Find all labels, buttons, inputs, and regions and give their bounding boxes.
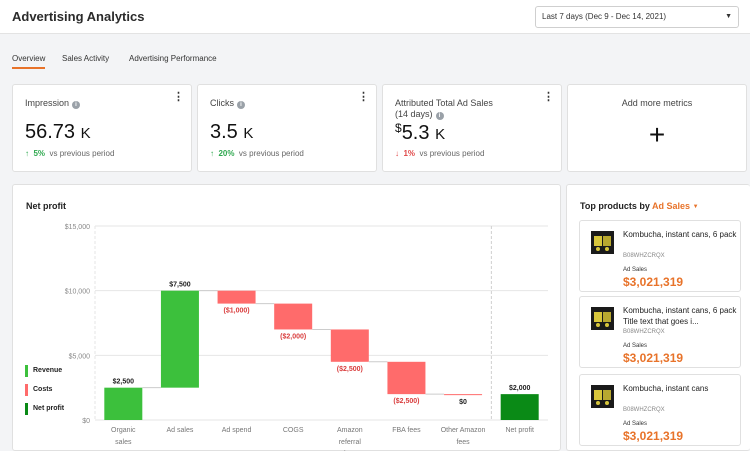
page-title: Advertising Analytics bbox=[12, 9, 145, 24]
metric-label: Impression i bbox=[25, 98, 81, 109]
product-image bbox=[591, 385, 614, 408]
x-tick-label: COGS bbox=[283, 427, 304, 434]
tab-sales-activity[interactable]: Sales Activity bbox=[62, 54, 110, 63]
metric-delta: ↑ 20% vs previous period bbox=[210, 149, 304, 158]
bar-8 bbox=[500, 394, 539, 420]
more-options-icon[interactable]: ⋮ bbox=[358, 91, 369, 103]
metric-delta: ↑ 5% vs previous period bbox=[25, 149, 115, 158]
x-tick-label: Other Amazon bbox=[441, 427, 486, 434]
metric-label: Clicks i bbox=[210, 98, 245, 109]
x-tick-label: fees bbox=[456, 439, 470, 446]
metric-value: 56.73 K bbox=[25, 121, 91, 143]
metric-dropdown[interactable]: Ad Sales ▼ bbox=[652, 201, 699, 211]
top-products-card: Top products by Ad Sales ▼ Kombucha, ins… bbox=[566, 184, 750, 451]
legend-swatch bbox=[25, 365, 28, 377]
bar-7 bbox=[444, 394, 483, 396]
arrow-down-icon: ↓ bbox=[395, 149, 399, 158]
y-tick-label: $5,000 bbox=[69, 353, 91, 360]
legend-item-costs: Costs bbox=[25, 384, 64, 396]
product-name: Kombucha, instant cans, 6 pack bbox=[623, 230, 737, 239]
x-tick-label: FBA fees bbox=[392, 427, 421, 434]
x-tick-label: sales bbox=[115, 439, 132, 446]
y-tick-label: $10,000 bbox=[65, 289, 90, 296]
top-products-title: Top products by Ad Sales ▼ bbox=[580, 201, 699, 211]
chart-legend: Revenue Costs Net profit bbox=[25, 365, 64, 422]
data-label: $2,000 bbox=[509, 385, 531, 392]
date-range-select[interactable]: Last 7 days (Dec 9 - Dec 14, 2021) ▼ bbox=[535, 6, 739, 28]
metric-value: 3.5 K bbox=[210, 121, 254, 143]
tab-advertising-performance[interactable]: Advertising Performance bbox=[129, 54, 217, 63]
data-label: ($2,000) bbox=[280, 333, 306, 340]
data-label: ($2,500) bbox=[337, 366, 363, 373]
product-metric-value: $3,021,319 bbox=[623, 429, 684, 443]
product-image bbox=[591, 307, 614, 330]
x-tick-label: Organic bbox=[111, 427, 136, 434]
tab-overview[interactable]: Overview bbox=[12, 54, 46, 69]
caret-down-icon: ▼ bbox=[692, 204, 699, 210]
legend-swatch bbox=[25, 403, 28, 415]
x-tick-label: Ad spend bbox=[222, 427, 252, 434]
x-tick-label: referral bbox=[339, 439, 362, 446]
x-tick-label: Net profit bbox=[505, 427, 533, 434]
add-metrics-card[interactable]: Add more metrics + bbox=[567, 84, 747, 172]
net-profit-card: Net profit Revenue Costs Net profit $0 $5… bbox=[12, 184, 561, 451]
metric-card-ad-sales: Attributed Total Ad Sales (14 days) i ⋮ $5… bbox=[382, 84, 562, 172]
add-metrics-label: Add more metrics bbox=[621, 98, 693, 108]
app-header: Advertising Analytics Last 7 days (Dec 9… bbox=[0, 0, 750, 34]
y-tick-label: $0 bbox=[82, 418, 90, 425]
arrow-up-icon: ↑ bbox=[210, 149, 214, 158]
x-tick-label: Ad sales bbox=[167, 427, 194, 434]
product-card[interactable]: Kombucha, instant cans, 6 pack Title tex… bbox=[579, 296, 741, 368]
data-label: ($2,500) bbox=[393, 398, 419, 405]
info-icon[interactable]: i bbox=[237, 101, 245, 109]
metric-label: Attributed Total Ad Sales (14 days) i bbox=[395, 98, 493, 120]
product-metric-label: Ad Sales bbox=[623, 421, 648, 427]
product-metric-value: $3,021,319 bbox=[623, 351, 684, 365]
bar-1 bbox=[104, 387, 143, 420]
legend-swatch bbox=[25, 384, 28, 396]
y-tick-label: $15,000 bbox=[65, 224, 90, 231]
data-label: $7,500 bbox=[169, 282, 191, 289]
metric-card-clicks: Clicks i ⋮ 3.5 K ↑ 20% vs previous period bbox=[197, 84, 377, 172]
bar-4 bbox=[274, 303, 313, 330]
metric-card-impression: Impression i ⋮ 56.73 K ↑ 5% vs previous p… bbox=[12, 84, 192, 172]
product-metric-label: Ad Sales bbox=[623, 343, 648, 349]
legend-item-net-profit: Net profit bbox=[25, 403, 64, 415]
product-card[interactable]: Kombucha, instant cans, 6 pack B08WHZCRQ… bbox=[579, 220, 741, 292]
data-label: $2,500 bbox=[113, 379, 135, 386]
product-asin: B08WHZCRQX bbox=[623, 253, 665, 259]
data-label: $0 bbox=[459, 399, 467, 406]
product-name: Kombucha, instant cans bbox=[623, 384, 709, 393]
date-range-value: Last 7 days (Dec 9 - Dec 14, 2021) bbox=[542, 12, 667, 21]
bar-6 bbox=[387, 361, 426, 395]
tab-bar: Overview Sales Activity Advertising Perf… bbox=[0, 34, 750, 70]
arrow-up-icon: ↑ bbox=[25, 149, 29, 158]
product-image bbox=[591, 231, 614, 254]
info-icon[interactable]: i bbox=[72, 101, 81, 109]
product-asin: B08WHZCRQX bbox=[623, 329, 665, 335]
product-name: Kombucha, instant cans, 6 pack Title tex… bbox=[623, 306, 737, 326]
metric-value: $5.3 K bbox=[395, 121, 446, 144]
bar-5 bbox=[330, 329, 369, 362]
info-icon[interactable]: i bbox=[435, 112, 444, 120]
data-label: ($1,000) bbox=[224, 308, 250, 315]
more-options-icon[interactable]: ⋮ bbox=[543, 91, 554, 103]
chart-title: Net profit bbox=[26, 201, 66, 211]
plus-icon[interactable]: + bbox=[648, 119, 666, 150]
bar-2 bbox=[160, 290, 199, 388]
product-metric-value: $3,021,319 bbox=[623, 275, 684, 289]
x-tick-label: Amazon bbox=[337, 427, 363, 434]
product-asin: B08WHZCRQX bbox=[623, 407, 665, 413]
product-metric-label: Ad Sales bbox=[623, 267, 648, 273]
chevron-down-icon: ▼ bbox=[725, 13, 732, 20]
bar-3 bbox=[217, 290, 256, 304]
legend-item-revenue: Revenue bbox=[25, 365, 64, 377]
more-options-icon[interactable]: ⋮ bbox=[173, 91, 184, 103]
waterfall-chart: $0 $5,000 $10,000 $15,000 $2,500 Organic sales… bbox=[65, 224, 548, 446]
product-card[interactable]: Kombucha, instant cans B08WHZCRQX Ad Sal… bbox=[579, 374, 741, 446]
metric-delta: ↓ 1% vs previous period bbox=[395, 149, 485, 158]
